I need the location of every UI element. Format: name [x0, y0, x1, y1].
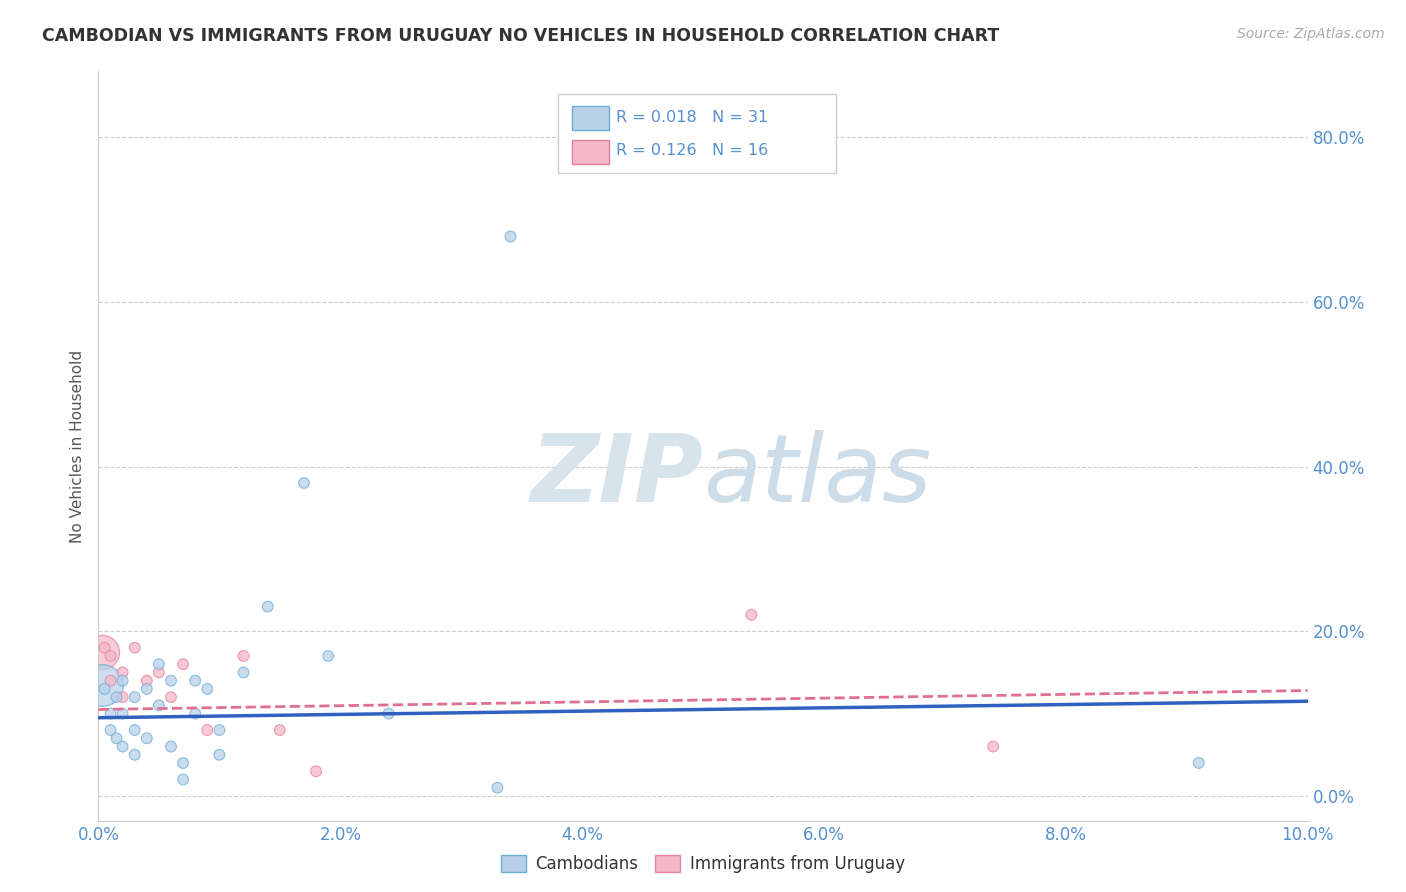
- Text: ZIP: ZIP: [530, 430, 703, 522]
- Point: [195, 681, 218, 696]
- Legend: Cambodians, Immigrants from Uruguay: Cambodians, Immigrants from Uruguay: [494, 848, 912, 880]
- Point: [148, 657, 170, 672]
- Point: [93, 681, 115, 696]
- Point: [172, 772, 194, 787]
- Point: [740, 607, 762, 622]
- Point: [160, 690, 183, 705]
- Point: [111, 690, 134, 705]
- Point: [124, 690, 146, 705]
- Text: R = 0.018   N = 31: R = 0.018 N = 31: [616, 110, 768, 125]
- Point: [208, 723, 231, 737]
- Point: [105, 690, 128, 705]
- Point: [498, 229, 520, 244]
- Point: [100, 723, 122, 737]
- Point: [256, 599, 278, 614]
- Point: [316, 648, 339, 663]
- Point: [135, 673, 157, 688]
- Y-axis label: No Vehicles in Household: No Vehicles in Household: [69, 350, 84, 542]
- Point: [93, 640, 115, 655]
- Point: [208, 747, 231, 762]
- Point: [100, 706, 122, 721]
- Point: [269, 723, 291, 737]
- Point: [172, 756, 194, 770]
- Point: [377, 706, 399, 721]
- Point: [1188, 756, 1211, 770]
- FancyBboxPatch shape: [558, 94, 837, 172]
- Point: [305, 764, 328, 779]
- Point: [148, 698, 170, 713]
- Point: [124, 640, 146, 655]
- Point: [135, 731, 157, 746]
- Point: [124, 723, 146, 737]
- Point: [100, 673, 122, 688]
- FancyBboxPatch shape: [572, 106, 609, 130]
- Point: [111, 739, 134, 754]
- Point: [232, 665, 254, 680]
- Point: [486, 780, 509, 795]
- Point: [160, 673, 183, 688]
- Point: [148, 665, 170, 680]
- Text: atlas: atlas: [703, 431, 931, 522]
- Point: [111, 706, 134, 721]
- Point: [111, 673, 134, 688]
- Point: [232, 648, 254, 663]
- Point: [111, 665, 134, 680]
- Text: Source: ZipAtlas.com: Source: ZipAtlas.com: [1237, 27, 1385, 41]
- Point: [124, 747, 146, 762]
- Point: [105, 731, 128, 746]
- Point: [172, 657, 194, 672]
- Point: [100, 648, 122, 663]
- Text: CAMBODIAN VS IMMIGRANTS FROM URUGUAY NO VEHICLES IN HOUSEHOLD CORRELATION CHART: CAMBODIAN VS IMMIGRANTS FROM URUGUAY NO …: [42, 27, 1000, 45]
- Point: [981, 739, 1004, 754]
- Point: [292, 476, 315, 491]
- Point: [184, 673, 207, 688]
- Point: [160, 739, 183, 754]
- Text: R = 0.126   N = 16: R = 0.126 N = 16: [616, 144, 768, 158]
- FancyBboxPatch shape: [572, 139, 609, 163]
- Point: [91, 678, 114, 692]
- Point: [195, 723, 218, 737]
- Point: [91, 645, 114, 659]
- Point: [184, 706, 207, 721]
- Point: [135, 681, 157, 696]
